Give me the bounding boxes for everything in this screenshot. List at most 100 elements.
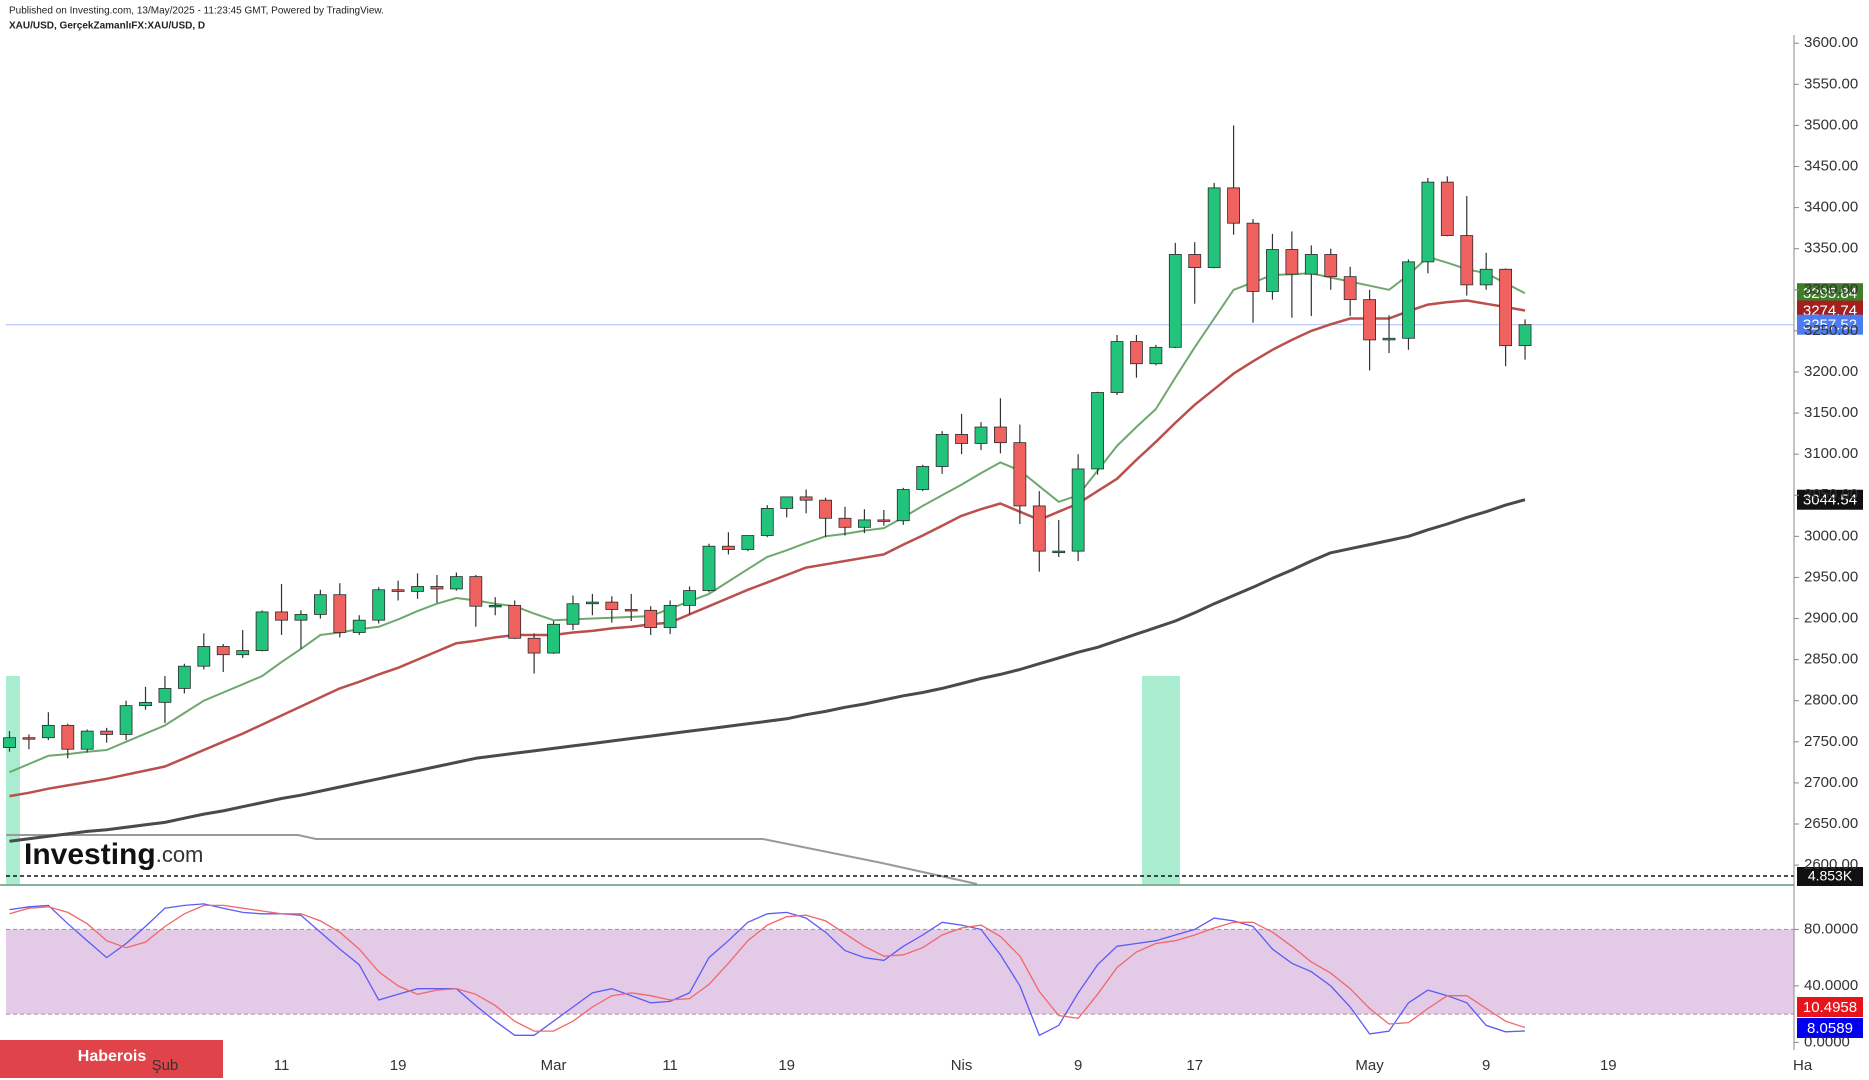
y-tick-label: 2850.00	[1804, 651, 1858, 668]
candle-body	[663, 604, 677, 628]
candle-body	[1246, 222, 1260, 292]
candle-body	[916, 466, 930, 490]
candle-body	[780, 496, 794, 509]
candle-body	[255, 611, 269, 651]
candle-body	[411, 586, 424, 592]
candle-body	[158, 687, 172, 703]
candle-body	[1071, 468, 1085, 552]
stoch-line	[9, 904, 1526, 1032]
x-tick-label: 11	[662, 1057, 678, 1074]
grid-layer	[6, 324, 1794, 1015]
x-tick-label: 19	[1600, 1057, 1617, 1074]
candle-body	[1266, 249, 1279, 292]
candle-body	[119, 705, 133, 735]
y-tick-label: 2950.00	[1804, 568, 1858, 585]
candle-body	[1188, 254, 1202, 268]
x-tick-label: May	[1355, 1057, 1384, 1074]
candle-body	[1499, 268, 1513, 347]
x-tick-label: 19	[778, 1057, 795, 1074]
candle-body	[1440, 181, 1454, 236]
candle-body	[80, 730, 94, 750]
y-tick-label: 3400.00	[1804, 199, 1858, 216]
candle-body	[1032, 505, 1046, 552]
stoch-line	[9, 903, 1526, 1037]
candle-body	[955, 434, 968, 444]
y-tick-label: 3550.00	[1804, 75, 1858, 92]
y-tick-label: 3450.00	[1804, 157, 1858, 174]
candle-body	[1479, 268, 1493, 286]
candle-body	[139, 701, 152, 707]
price-tag	[1797, 314, 1863, 335]
candles-layer	[3, 125, 1532, 759]
volume-highlight	[6, 676, 20, 884]
tags-layer: 3295.843274.743257.523044.5410.49588.058…	[1797, 283, 1863, 1038]
logo: Investing.com	[24, 838, 203, 871]
stoch-tag	[1797, 1018, 1863, 1038]
candle-body	[799, 496, 813, 501]
stoch-band	[6, 929, 1794, 1015]
y-tick-label: 40.0000	[1804, 977, 1858, 994]
candle-body	[41, 724, 55, 739]
x-tick-label: 17	[1186, 1057, 1203, 1074]
candle-body	[994, 426, 1007, 444]
candle-body	[469, 576, 483, 607]
candle-body	[294, 614, 308, 621]
stoch-tag-label: 8.0589	[1807, 1020, 1853, 1037]
volume-average-line	[6, 834, 978, 885]
candle-body	[3, 737, 16, 748]
candle-body	[1304, 254, 1318, 275]
candle-body	[391, 589, 405, 592]
candle-body	[877, 519, 891, 522]
candle-body	[352, 619, 366, 633]
candle-body	[1460, 235, 1474, 286]
lines-layer	[9, 255, 1526, 1037]
candle-body	[935, 434, 949, 467]
published-note: Published on Investing.com, 13/May/2025 …	[9, 6, 384, 17]
moving-average-line	[9, 498, 1526, 843]
y-tick-label: 3600.00	[1804, 34, 1858, 51]
x-tick-label: Mar	[541, 1057, 567, 1074]
candle-body	[547, 623, 560, 654]
y-tick-label: 3000.00	[1804, 527, 1858, 544]
y-tick-label: 3300.00	[1804, 281, 1858, 298]
candle-body	[1382, 337, 1396, 341]
logo-suffix: .com	[156, 842, 204, 867]
x-tick-label: 19	[390, 1057, 407, 1074]
candle-body	[1130, 341, 1143, 365]
candle-body	[430, 586, 444, 590]
candle-body	[61, 724, 75, 750]
volume-tag-label: 4.853K	[1808, 868, 1853, 884]
candle-body	[1402, 261, 1415, 339]
moving-average-line	[9, 299, 1526, 798]
candle-body	[1421, 181, 1435, 263]
candle-body	[1149, 346, 1163, 365]
candle-body	[644, 609, 658, 628]
y-tick-label: 0.0000	[1804, 1033, 1850, 1050]
candle-body	[722, 545, 735, 550]
y-tick-label: 3150.00	[1804, 404, 1858, 421]
candle-body	[624, 609, 638, 612]
stoch-tag-label: 10.4958	[1803, 999, 1857, 1016]
x-tick-label: 11	[274, 1057, 290, 1074]
candle-body	[236, 650, 250, 656]
candle-body	[1324, 254, 1338, 278]
y-tick-label: 2900.00	[1804, 610, 1858, 627]
candle-body	[313, 594, 327, 615]
candle-body	[1343, 276, 1357, 301]
candle-body	[197, 646, 211, 667]
candle-body	[741, 535, 755, 550]
candle-body	[605, 601, 619, 610]
candle-body	[1363, 299, 1376, 341]
y-tick-label: 3200.00	[1804, 363, 1858, 380]
candle-body	[858, 519, 871, 528]
y-tick-label: 3250.00	[1804, 322, 1858, 339]
candle-body	[216, 646, 230, 656]
candle-body	[1052, 550, 1066, 554]
candle-body	[838, 517, 852, 528]
volume-overlay	[6, 676, 1794, 885]
y-tick-label: 3500.00	[1804, 116, 1858, 133]
x-tick-label: 9	[1482, 1057, 1490, 1074]
candle-body	[566, 603, 580, 625]
